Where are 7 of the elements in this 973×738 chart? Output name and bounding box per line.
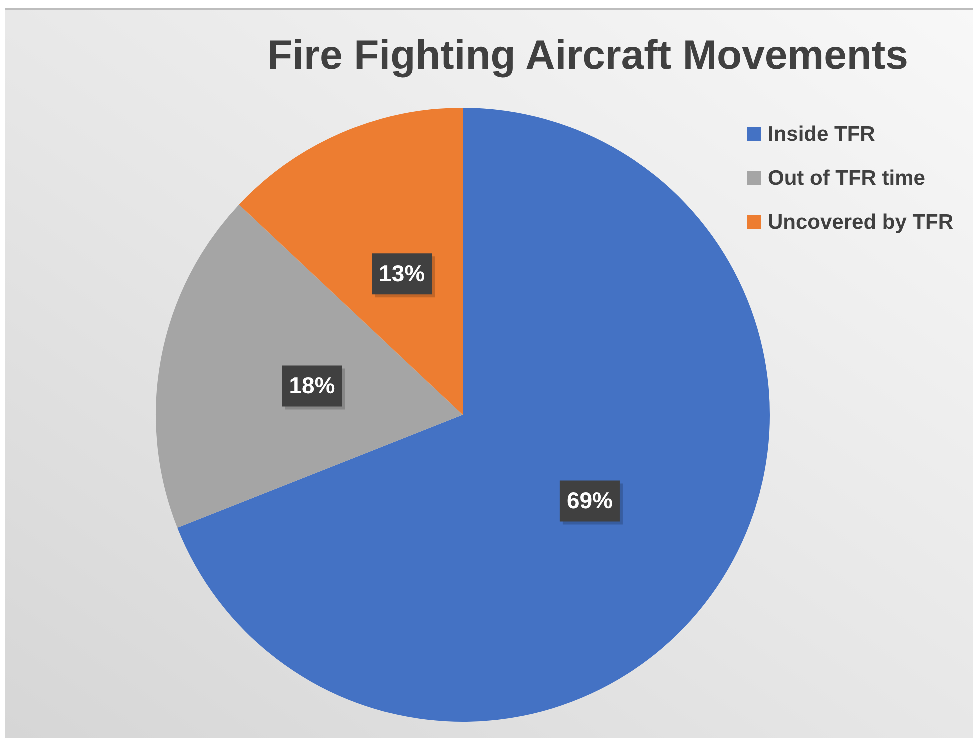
data-label: 13%: [379, 260, 426, 286]
legend-label: Uncovered by TFR: [768, 210, 954, 234]
legend-label: Out of TFR time: [768, 166, 926, 190]
legend-label: Inside TFR: [768, 122, 876, 146]
data-label: 18%: [289, 372, 336, 399]
data-label: 69%: [566, 488, 613, 514]
chart-title: Fire Fighting Aircraft Movements: [266, 32, 910, 78]
